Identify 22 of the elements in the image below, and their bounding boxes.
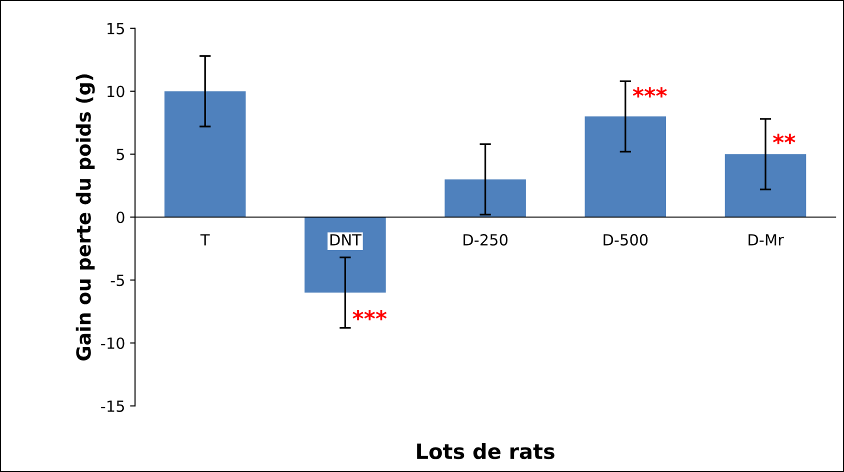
y-tick-label: 5 — [116, 148, 124, 160]
bar — [584, 116, 666, 218]
y-tick-label: -15 — [101, 400, 124, 412]
x-tick-label: D-500 — [604, 234, 648, 246]
y-tick-label: 0 — [116, 212, 124, 224]
x-tick-label: D-Mr — [748, 234, 784, 246]
bar — [444, 179, 526, 218]
annotation: ** — [772, 134, 796, 144]
annotation: *** — [352, 310, 387, 320]
y-tick-label: 15 — [108, 22, 124, 34]
y-axis-title: Gain ou perte du poids (g) — [76, 74, 95, 360]
y-tick-label: -5 — [110, 274, 124, 286]
bar — [304, 217, 386, 293]
y-tick-label: 10 — [108, 86, 124, 98]
bar — [724, 154, 806, 218]
annotation: *** — [632, 87, 667, 98]
x-tick-label: T — [200, 234, 210, 246]
x-axis-title: Lots de rats — [417, 443, 554, 460]
x-tick-label: DNT — [330, 234, 362, 246]
bar — [164, 91, 246, 218]
y-tick-label: -10 — [101, 337, 124, 350]
x-tick-label: D-250 — [464, 234, 508, 246]
